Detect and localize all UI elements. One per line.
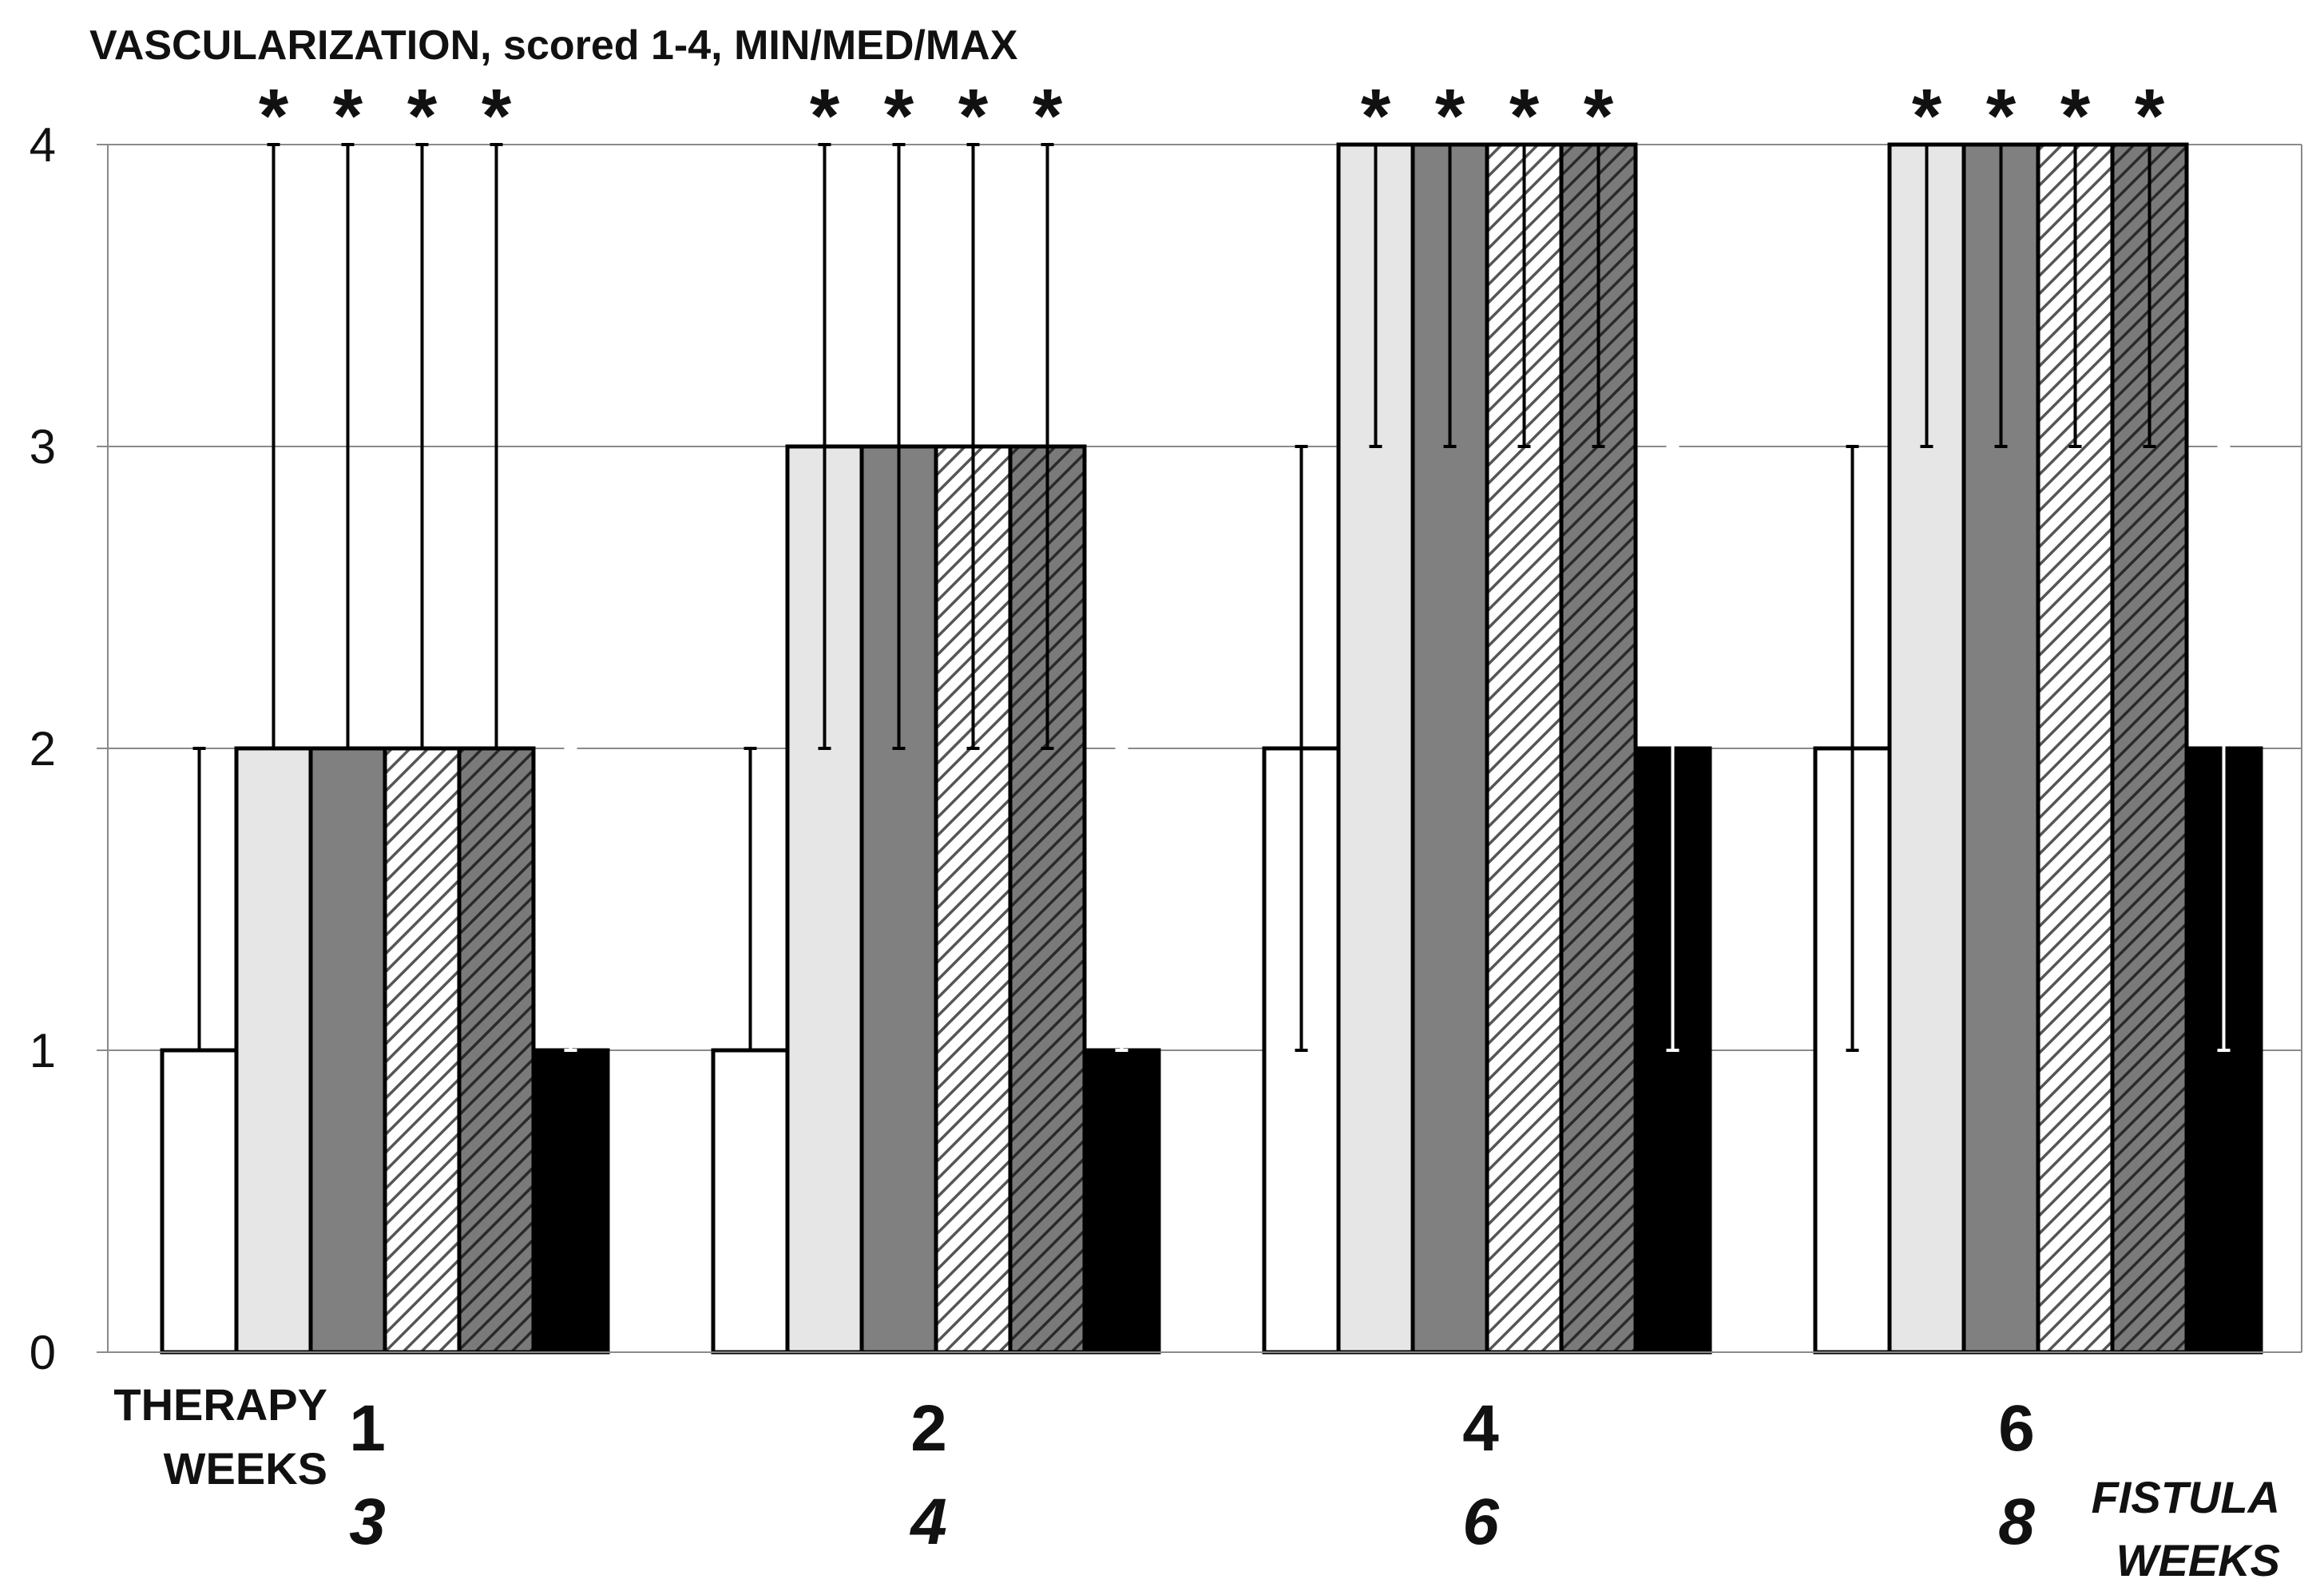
significance-star: *: [810, 73, 840, 159]
significance-star: *: [1435, 73, 1465, 159]
significance-star: *: [1033, 73, 1063, 159]
category-therapy-week: 6: [1998, 1392, 2035, 1465]
chart-title: VASCULARIZATION, scored 1-4, MIN/MED/MAX: [89, 22, 1018, 69]
bar: [234, 746, 313, 1355]
significance-star: *: [333, 73, 363, 159]
significance-star: *: [1986, 73, 2017, 159]
y-axis-ticks: 0 1 2 3 4: [30, 118, 56, 1379]
y-tick-label: 0: [30, 1326, 56, 1379]
y-tick-label: 4: [30, 118, 56, 172]
category-fistula-week: 4: [909, 1486, 947, 1558]
significance-star: *: [2135, 73, 2165, 159]
x-axis-label-right: FISTULA WEEKS: [2092, 1472, 2280, 1585]
y-tick-label: 2: [30, 722, 56, 776]
significance-star: *: [1584, 73, 1614, 159]
category-fistula-week: 3: [349, 1486, 386, 1558]
category-fistula-week: 6: [1462, 1486, 1500, 1558]
significance-star: *: [2060, 73, 2091, 159]
significance-star: *: [1361, 73, 1391, 159]
y-tick-label: 1: [30, 1024, 56, 1077]
bar: [160, 1048, 239, 1355]
bar: [308, 746, 387, 1355]
bar: [711, 1048, 790, 1355]
significance-markers: * * * * * * * * * * * * * * * *: [259, 73, 2165, 159]
plot-frame: [107, 145, 2302, 1353]
x-label-left-line1: THERAPY: [113, 1379, 327, 1430]
x-label-right-line2: WEEKS: [2116, 1535, 2280, 1585]
x-label-left-line2: WEEKS: [164, 1443, 327, 1494]
significance-star: *: [1912, 73, 1942, 159]
bar: [383, 746, 462, 1355]
significance-star: *: [884, 73, 914, 159]
category-labels: 1 3 2 4 4 6 6 8: [349, 1392, 2035, 1558]
category-therapy-week: 2: [910, 1392, 947, 1465]
bar: [531, 1048, 610, 1355]
bar: [1082, 1048, 1161, 1355]
category-fistula-week: 8: [1998, 1486, 2035, 1558]
significance-star: *: [958, 73, 989, 159]
y-tick-label: 3: [30, 420, 56, 474]
x-axis-label-left: THERAPY WEEKS: [113, 1379, 327, 1494]
error-bars: [192, 143, 2231, 1052]
bar: [934, 444, 1013, 1355]
significance-star: *: [482, 73, 512, 159]
x-label-right-line1: FISTULA: [2092, 1472, 2280, 1522]
category-therapy-week: 4: [1462, 1392, 1499, 1465]
bar: [457, 746, 536, 1355]
significance-star: *: [407, 73, 438, 159]
significance-star: *: [259, 73, 289, 159]
category-therapy-week: 1: [349, 1392, 386, 1465]
significance-star: *: [1509, 73, 1540, 159]
